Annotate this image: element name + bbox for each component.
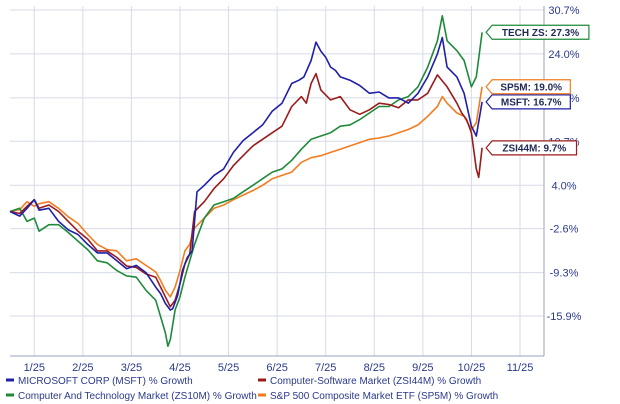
legend-label: S&P 500 Composite Market ETF (SP5M) % Gr… xyxy=(270,391,498,402)
x-tick-label: 7/25 xyxy=(315,362,336,374)
plot-frame xyxy=(10,6,545,357)
end-tag-label: MSFT: 16.7% xyxy=(501,97,562,108)
x-axis-ticks: 1/25 2/25 3/25 4/25 5/25 6/25 7/25 8/25 9/25 10/2… xyxy=(24,362,534,374)
legend-label: MICROSOFT CORP (MSFT) % Growth xyxy=(18,376,193,387)
x-tick-label: 10/25 xyxy=(458,362,486,374)
x-tick-label: 8/25 xyxy=(364,362,385,374)
legend-label: Computer And Technology Market (ZS10M) %… xyxy=(18,391,257,402)
y-tick-label: 30.7% xyxy=(548,5,579,17)
y-tick-label: -2.6% xyxy=(550,224,579,236)
x-tick-label: 3/25 xyxy=(121,362,142,374)
series-line xyxy=(9,36,483,311)
legend: MICROSOFT CORP (MSFT) % Growth Computer-S… xyxy=(6,376,498,402)
series-line xyxy=(9,15,483,347)
x-tick-label: 6/25 xyxy=(266,362,287,374)
x-tick-label: 9/25 xyxy=(412,362,433,374)
series-line xyxy=(9,72,483,308)
grid xyxy=(10,6,544,356)
series-lines xyxy=(9,15,483,347)
y-tick-label: 4.0% xyxy=(551,180,576,192)
end-tag-box xyxy=(485,94,571,110)
end-tag-box xyxy=(485,140,578,156)
series-line xyxy=(9,86,483,298)
end-tag-box xyxy=(485,79,571,95)
end-tag-label: TECH ZS: 27.3% xyxy=(502,28,579,39)
legend-label: Computer-Software Market (ZSI44M) % Grow… xyxy=(270,376,481,387)
end-tag-box xyxy=(485,24,590,40)
end-tags: MSFT: 16.7% ZSI44M: 9.7% TECH ZS: 27.3% SP5… xyxy=(485,24,590,156)
y-tick-label: 24.0% xyxy=(548,49,579,61)
y-tick-label: -15.9% xyxy=(547,311,582,323)
x-tick-label: 5/25 xyxy=(218,362,239,374)
x-tick-label: 1/25 xyxy=(24,362,45,374)
x-tick-label: 2/25 xyxy=(72,362,93,374)
x-tick-label: 4/25 xyxy=(169,362,190,374)
end-tag-label: ZSI44M: 9.7% xyxy=(502,143,566,154)
y-tick-label: -9.3% xyxy=(550,268,579,280)
x-tick-label: 11/25 xyxy=(507,362,534,374)
end-tag-label: SP5M: 19.0% xyxy=(500,82,562,93)
